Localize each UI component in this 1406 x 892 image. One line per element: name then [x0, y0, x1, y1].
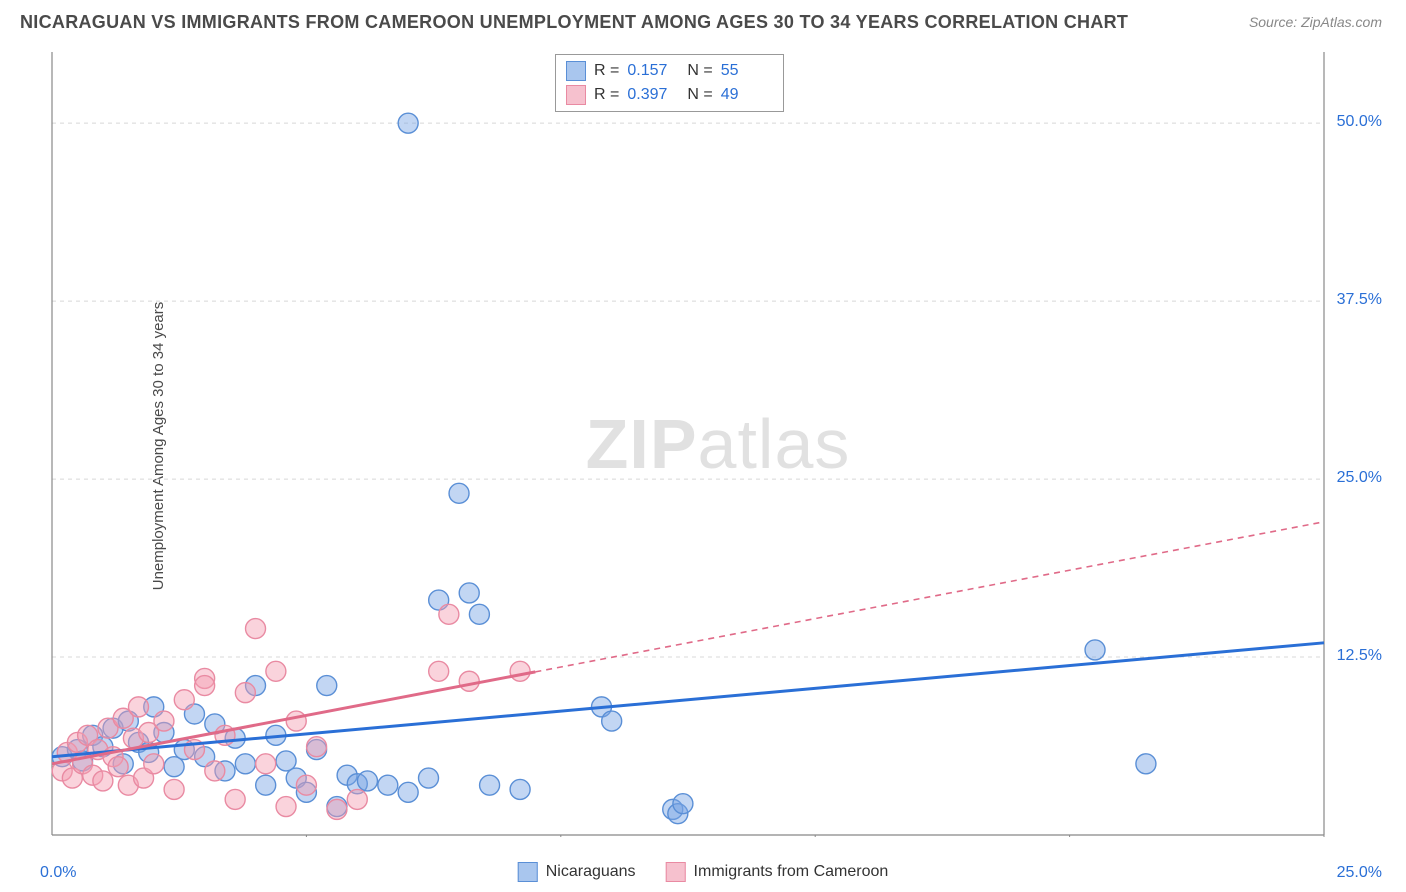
stats-row-cameroon: R = 0.397 N = 49	[566, 83, 773, 107]
correlation-stats-box: R = 0.157 N = 55 R = 0.397 N = 49	[555, 54, 784, 112]
r-label: R =	[594, 62, 619, 80]
n-value: 55	[721, 62, 773, 80]
legend-label: Nicaraguans	[546, 863, 636, 881]
legend-swatch	[518, 862, 538, 882]
legend-item-cameroon: Immigrants from Cameroon	[666, 862, 889, 882]
n-label: N =	[687, 62, 712, 80]
chart-title: NICARAGUAN VS IMMIGRANTS FROM CAMEROON U…	[20, 12, 1128, 33]
n-value: 49	[721, 86, 773, 104]
n-label: N =	[687, 86, 712, 104]
legend-swatch	[566, 61, 586, 81]
legend-item-nicaraguans: Nicaraguans	[518, 862, 636, 882]
y-tick-label: 12.5%	[1337, 647, 1382, 665]
legend: Nicaraguans Immigrants from Cameroon	[518, 862, 889, 882]
legend-label: Immigrants from Cameroon	[694, 863, 889, 881]
r-value: 0.397	[627, 86, 679, 104]
y-tick-label: 50.0%	[1337, 113, 1382, 131]
source-credit: Source: ZipAtlas.com	[1249, 14, 1382, 30]
y-tick-label: 25.0%	[1337, 469, 1382, 487]
x-axis-max-label: 25.0%	[1337, 864, 1382, 882]
legend-swatch	[666, 862, 686, 882]
stats-row-nicaraguans: R = 0.157 N = 55	[566, 59, 773, 83]
r-label: R =	[594, 86, 619, 104]
x-axis-min-label: 0.0%	[40, 864, 76, 882]
legend-swatch	[566, 85, 586, 105]
y-tick-label: 37.5%	[1337, 291, 1382, 309]
chart-area: ZIPatlas	[50, 50, 1386, 837]
scatter-plot-svg	[50, 50, 1386, 837]
r-value: 0.157	[627, 62, 679, 80]
